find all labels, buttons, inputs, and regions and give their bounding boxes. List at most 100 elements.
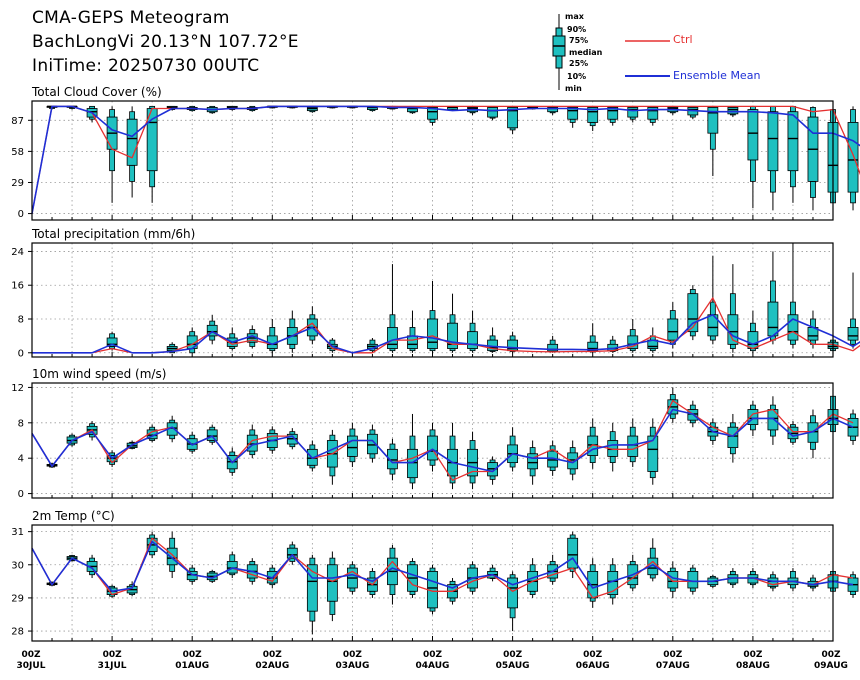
box-lower-tail: [329, 466, 336, 477]
box-upper-tail: [429, 567, 436, 572]
box-3-19: [407, 413, 418, 490]
box-lower-tail: [770, 429, 776, 437]
box-4-41: [847, 571, 859, 598]
box-iqr: [407, 448, 418, 479]
x-tick-label-date: 03AUG: [335, 661, 369, 671]
box-1-27: [567, 105, 579, 128]
box-upper-tail: [489, 335, 496, 341]
box-upper-tail: [689, 289, 696, 295]
box-3-16: [346, 422, 358, 468]
x-tick-label-date: 30JUL: [17, 661, 46, 671]
box-3-17: [367, 424, 378, 463]
box-lower-tail: [389, 468, 396, 475]
box-lower-tail: [409, 477, 416, 484]
box-lower-tail: [529, 468, 536, 477]
box-lower-tail: [770, 170, 776, 193]
box-iqr: [106, 337, 118, 347]
box-lower-tail: [609, 594, 616, 599]
box-upper-tail: [509, 435, 516, 446]
panel-3: 10m wind speed (m/s) 0 4 8 12: [11, 367, 859, 500]
box-iqr: [687, 293, 699, 333]
box-iqr: [326, 564, 338, 602]
x-tick-label-date: 02AUG: [255, 661, 289, 671]
box-1-38: [787, 105, 799, 203]
box-upper-tail: [369, 429, 376, 435]
box-iqr: [467, 331, 478, 349]
y-tick-label: 87: [11, 116, 24, 127]
box-upper-tail: [649, 426, 656, 437]
box-upper-tail: [389, 314, 396, 328]
x-tick-label-hour: 00Z: [503, 650, 523, 660]
box-lower-tail: [509, 607, 516, 619]
y-tick-label: 0: [18, 209, 24, 220]
box-iqr: [427, 318, 438, 349]
box-lower-tail: [509, 462, 516, 468]
box-upper-tail: [349, 564, 356, 569]
box-iqr: [847, 327, 859, 341]
box-lower-tail: [149, 170, 156, 188]
box-upper-tail: [249, 429, 256, 436]
box-iqr: [667, 318, 679, 341]
box-iqr: [627, 435, 639, 457]
box-upper-tail: [129, 111, 136, 120]
panel-1-title: Total Cloud Cover (%): [31, 85, 162, 99]
box-lower-tail: [429, 118, 436, 123]
box-upper-tail: [469, 322, 476, 333]
box-1-32: [667, 105, 679, 115]
box-iqr: [567, 107, 579, 120]
box-iqr: [286, 547, 298, 559]
x-tick-label-date: 08AUG: [736, 661, 770, 671]
box-iqr: [647, 107, 659, 120]
box-lower-tail: [669, 413, 676, 419]
box-upper-tail: [249, 561, 256, 566]
box-iqr: [447, 322, 458, 349]
box-lower-tail: [589, 122, 596, 127]
box-lower-tail: [229, 468, 236, 473]
box-2-24: [507, 331, 519, 353]
box-2-36: [747, 310, 759, 353]
x-tick-label-hour: 00Z: [263, 650, 283, 660]
box-lower-tail: [349, 587, 356, 592]
x-tick-label-hour: 00Z: [103, 650, 123, 660]
box-lower-tail: [649, 118, 656, 123]
chart-title: CMA-GEPS Meteogram: [32, 8, 230, 28]
x-tick-label-date: 01AUG: [175, 661, 209, 671]
box-lower-tail: [289, 343, 296, 349]
box-4-23: [487, 564, 498, 582]
box-lower-tail: [709, 435, 716, 441]
y-tick-label: 4: [18, 454, 24, 465]
box-upper-tail: [810, 415, 816, 424]
box-3-13: [286, 428, 298, 450]
box-lower-tail: [149, 551, 156, 556]
box-lower-tail: [629, 584, 636, 589]
box-upper-tail: [109, 333, 115, 339]
box-iqr: [507, 107, 519, 129]
y-tick-label: 12: [11, 383, 24, 394]
box-2-38: [787, 243, 799, 349]
box-lower-tail: [169, 434, 176, 440]
panel-3-title: 10m wind speed (m/s): [32, 367, 166, 381]
box-lower-tail: [709, 132, 716, 150]
box-upper-tail: [850, 318, 856, 328]
mean-line-2: [32, 313, 860, 354]
y-tick-label: 0: [18, 348, 24, 359]
legend-p90-label: 90%: [567, 25, 587, 34]
legend-p10-label: 10%: [567, 72, 587, 81]
box-iqr: [787, 314, 799, 341]
box-2-33: [687, 285, 699, 341]
box-2-9: [206, 314, 218, 345]
box-upper-tail: [189, 434, 196, 440]
box-1-22: [467, 105, 478, 115]
box-upper-tail: [89, 557, 95, 562]
box-upper-tail: [249, 329, 256, 335]
box-1-14: [306, 105, 318, 113]
box-upper-tail: [309, 557, 316, 566]
box-upper-tail: [369, 571, 376, 579]
box-lower-tail: [249, 341, 256, 347]
box-lower-tail: [169, 564, 176, 572]
box-iqr: [627, 107, 639, 118]
box-iqr: [587, 107, 599, 123]
box-iqr: [126, 118, 138, 166]
box-lower-tail: [109, 148, 115, 172]
box-lower-tail: [549, 466, 556, 471]
